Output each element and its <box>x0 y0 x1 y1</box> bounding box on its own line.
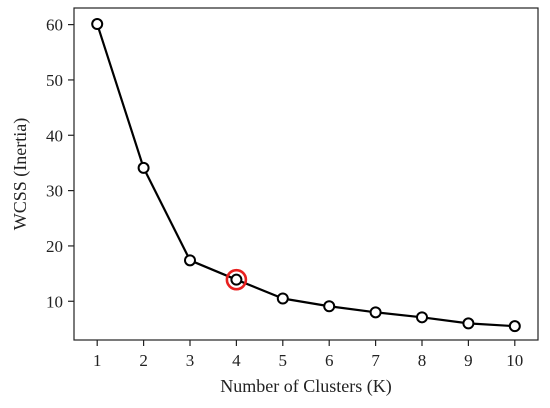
x-tick-label: 5 <box>279 351 288 370</box>
y-tick-label: 30 <box>46 182 63 201</box>
x-tick-label: 9 <box>464 351 473 370</box>
elbow-highlight-ring <box>225 268 248 291</box>
y-tick-label: 40 <box>46 126 63 145</box>
x-tick-label: 3 <box>186 351 195 370</box>
data-point <box>276 292 289 305</box>
data-point <box>416 311 428 324</box>
x-tick-label: 2 <box>139 351 148 370</box>
data-point <box>462 317 475 330</box>
series-line <box>96 23 515 328</box>
y-tick-label: 50 <box>46 71 63 90</box>
data-point <box>184 254 196 267</box>
x-tick-label: 4 <box>232 351 241 370</box>
highlight-layer <box>225 268 248 291</box>
series-line-layer <box>96 23 515 328</box>
data-point <box>91 18 104 31</box>
y-tick-label: 10 <box>46 292 63 311</box>
plot-frame <box>73 7 539 341</box>
data-point-layer <box>91 18 521 333</box>
data-point <box>323 300 336 313</box>
y-tick-label: 60 <box>46 16 63 35</box>
x-tick-label: 7 <box>371 351 380 370</box>
data-point <box>230 273 243 286</box>
y-tick-label: 20 <box>46 237 63 256</box>
x-axis-label: Number of Clusters (K) <box>220 376 391 397</box>
data-point <box>369 306 382 319</box>
x-tick-label: 8 <box>418 351 427 370</box>
data-point <box>137 161 150 174</box>
x-tick-label: 6 <box>325 351 334 370</box>
y-axis-label: WCSS (Inertia) <box>10 118 31 230</box>
x-tick-label: 1 <box>93 351 102 370</box>
x-tick-label: 10 <box>506 351 523 370</box>
data-point <box>508 320 521 333</box>
axes: 1 2 3 4 5 6 7 8 9 10 10 20 30 40 50 60 <box>46 7 539 370</box>
